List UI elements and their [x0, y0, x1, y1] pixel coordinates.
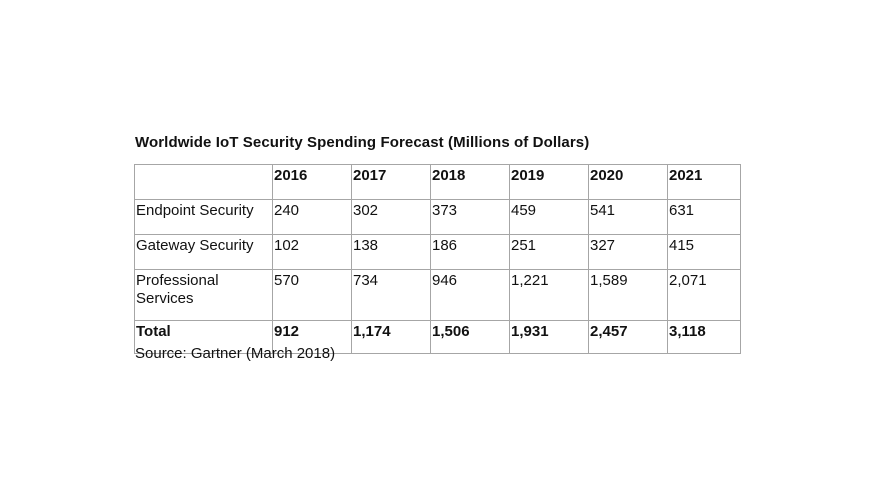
table-cell: 302 [351, 199, 431, 235]
header-row: 2016 2017 2018 2019 2020 2021 [134, 164, 741, 200]
table-cell: 3,118 [667, 320, 741, 354]
row-label: Gateway Security [134, 234, 273, 270]
header-cell-2018: 2018 [430, 164, 510, 200]
row-label: Total [134, 320, 273, 354]
header-cell-2020: 2020 [588, 164, 668, 200]
table-cell: 734 [351, 269, 431, 321]
table-cell: 570 [272, 269, 352, 321]
table-cell: 186 [430, 234, 510, 270]
row-label: Professional Services [134, 269, 273, 321]
header-cell-2017: 2017 [351, 164, 431, 200]
table-cell: 373 [430, 199, 510, 235]
header-cell-2016: 2016 [272, 164, 352, 200]
table-cell: 240 [272, 199, 352, 235]
table-row-professional-services: Professional Services 570 734 946 1,221 … [134, 269, 741, 321]
table-cell: 1,221 [509, 269, 589, 321]
table-row-endpoint-security: Endpoint Security 240 302 373 459 541 63… [134, 199, 741, 235]
table-cell: 541 [588, 199, 668, 235]
table-cell: 1,174 [351, 320, 431, 354]
table-cell: 138 [351, 234, 431, 270]
table-cell: 415 [667, 234, 741, 270]
header-cell-2021: 2021 [667, 164, 741, 200]
table-cell: 251 [509, 234, 589, 270]
source-note: Source: Gartner (March 2018) [135, 345, 336, 362]
table-cell: 459 [509, 199, 589, 235]
spending-forecast-table: 2016 2017 2018 2019 2020 2021 Endpoint S… [134, 164, 741, 354]
row-label: Endpoint Security [134, 199, 273, 235]
table-cell: 327 [588, 234, 668, 270]
table-row-total: Total 912 1,174 1,506 1,931 2,457 3,118 [134, 320, 741, 354]
table-cell: 2,457 [588, 320, 668, 354]
table-cell: 102 [272, 234, 352, 270]
table-cell: 946 [430, 269, 510, 321]
table-title: Worldwide IoT Security Spending Forecast… [135, 134, 590, 151]
table-cell: 1,506 [430, 320, 510, 354]
table-cell: 2,071 [667, 269, 741, 321]
table-cell: 631 [667, 199, 741, 235]
table-cell: 1,931 [509, 320, 589, 354]
table-row-gateway-security: Gateway Security 102 138 186 251 327 415 [134, 234, 741, 270]
header-cell-2019: 2019 [509, 164, 589, 200]
header-cell-empty [134, 164, 273, 200]
table-cell: 1,589 [588, 269, 668, 321]
table-cell: 912 [272, 320, 352, 354]
